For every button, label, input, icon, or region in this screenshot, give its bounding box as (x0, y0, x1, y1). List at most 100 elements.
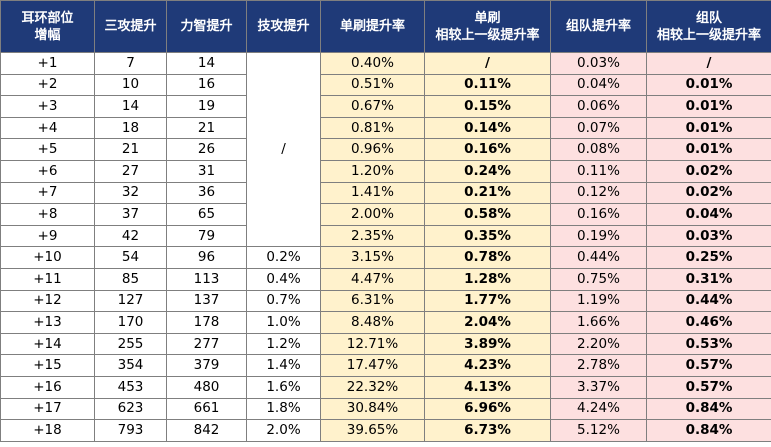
solo-rate-cell: 1.41% (320, 181, 425, 205)
team-increase-cell: 0.02% (646, 181, 771, 205)
level-cell: +17 (0, 397, 95, 421)
str-int-cell: 36 (166, 181, 247, 205)
str-int-cell: 31 (166, 159, 247, 183)
solo-increase-cell: 6.96% (424, 397, 551, 421)
solo-rate-cell: 0.40% (320, 52, 425, 75)
table-row: +1 7 14/0.40%/0.03% / (0, 51, 771, 248)
str-int-cell: 16 (166, 73, 247, 97)
solo-rate-cell: 12.71% (320, 332, 425, 356)
header-earring-amplify-line: 耳环部位 (21, 10, 74, 26)
solo-rate-cell: 6.31% (320, 289, 425, 313)
table-row: +6 27 31 1.20% 0.24% 0.11% 0.02% (0, 159, 771, 183)
str-int-cell: 661 (166, 397, 247, 421)
solo-increase-cell: 1.77% (424, 289, 551, 313)
header-solo-inc-line: 单刷 (474, 10, 501, 26)
team-increase-cell: 0.53% (646, 332, 771, 356)
solo-increase-cell: 0.14% (424, 116, 551, 140)
header-solo-rate-line: 单刷提升率 (339, 19, 405, 34)
solo-rate-cell: 4.47% (320, 267, 425, 291)
level-cell: +15 (0, 354, 95, 377)
table-body: +1 7 14/0.40%/0.03% / +2 10 16 0.51% 0.11% 0.04% 0… (0, 51, 771, 442)
solo-rate-cell: 8.48% (320, 311, 425, 334)
solo-rate-cell: 2.00% (320, 203, 425, 226)
str-int-cell: 842 (166, 419, 247, 442)
solo-increase-cell: 2.04% (424, 311, 551, 334)
solo-rate-cell: 39.65% (320, 419, 425, 442)
team-increase-cell: 0.01% (646, 73, 771, 97)
solo-rate-cell: 0.81% (320, 116, 425, 140)
three-atk-cell: 32 (94, 181, 167, 205)
level-cell: +3 (0, 95, 95, 118)
table-row: +10 54 96 0.2% 3.15% 0.78% 0.44% 0.25% (0, 246, 771, 269)
str-int-cell: 14 (166, 52, 247, 75)
three-atk-cell: 37 (94, 203, 167, 226)
table-row: +2 10 16 0.51% 0.11% 0.04% 0.01% (0, 73, 771, 97)
str-int-cell: 21 (166, 116, 247, 140)
team-increase-cell: 0.84% (646, 419, 771, 442)
level-cell: +2 (0, 73, 95, 97)
level-cell: +7 (0, 181, 95, 205)
three-atk-cell: 14 (94, 95, 167, 118)
solo-increase-cell: 0.78% (424, 246, 551, 269)
table-row: +7 32 36 1.41% 0.21% 0.12% 0.02% (0, 181, 771, 205)
solo-rate-cell: 3.15% (320, 246, 425, 269)
skill-atk-cell: 1.6% (246, 375, 321, 399)
team-increase-cell: 0.57% (646, 354, 771, 377)
three-atk-cell: 54 (94, 246, 167, 269)
solo-increase-cell: 0.11% (424, 73, 551, 97)
solo-increase-cell: 4.23% (424, 354, 551, 377)
three-atk-cell: 127 (94, 289, 167, 313)
solo-increase-cell: 0.21% (424, 181, 551, 205)
table-row: +15 354 379 1.4% 17.47% 4.23% 2.78% 0.57% (0, 354, 771, 377)
header-earring-amplify: 耳环部位 增幅 (0, 0, 95, 53)
solo-increase-cell: 3.89% (424, 332, 551, 356)
team-increase-cell: 0.04% (646, 203, 771, 226)
str-int-cell: 379 (166, 354, 247, 377)
team-rate-cell: 2.20% (550, 332, 647, 356)
header-str-int: 力智提升 (166, 0, 247, 53)
header-row: 耳环部位 增幅 三攻提升 力智提升 技攻提升 单刷提升率 单刷 相较上一级提升率 组队提升率 组队… (0, 0, 771, 53)
solo-increase-cell: 1.28% (424, 267, 551, 291)
team-rate-cell: 3.37% (550, 375, 647, 399)
str-int-cell: 113 (166, 267, 247, 291)
team-increase-cell: / (646, 52, 771, 75)
team-increase-cell: 0.02% (646, 159, 771, 183)
team-rate-cell: 0.03% (550, 52, 647, 75)
table-row: +5 21 26 0.96% 0.16% 0.08% 0.01% (0, 138, 771, 161)
header-team-inc-line: 组队 (695, 10, 722, 26)
level-cell: +16 (0, 375, 95, 399)
table-row: +8 37 65 2.00% 0.58% 0.16% 0.04% (0, 203, 771, 226)
three-atk-cell: 623 (94, 397, 167, 421)
table-row: +13 170 178 1.0% 8.48% 2.04% 1.66% 0.46% (0, 311, 771, 334)
level-cell: +18 (0, 419, 95, 442)
solo-rate-cell: 0.67% (320, 95, 425, 118)
table-row: +11 85 113 0.4% 4.47% 1.28% 0.75% 0.31% (0, 267, 771, 291)
team-increase-cell: 0.01% (646, 138, 771, 161)
solo-rate-cell: 30.84% (320, 397, 425, 421)
level-cell: +6 (0, 159, 95, 183)
team-increase-cell: 0.31% (646, 267, 771, 291)
team-increase-cell: 0.84% (646, 397, 771, 421)
three-atk-cell: 170 (94, 311, 167, 334)
header-earring-amplify-line: 增幅 (34, 27, 61, 43)
team-increase-cell: 0.03% (646, 224, 771, 248)
level-cell: +11 (0, 267, 95, 291)
solo-increase-cell: 4.13% (424, 375, 551, 399)
level-cell: +1 (0, 52, 95, 75)
header-three-atk: 三攻提升 (94, 0, 167, 53)
team-rate-cell: 0.44% (550, 246, 647, 269)
three-atk-cell: 42 (94, 224, 167, 248)
table-row: +9 42 79 2.35% 0.35% 0.19% 0.03% (0, 224, 771, 248)
header-team-inc: 组队 相较上一级提升率 (646, 0, 771, 53)
str-int-cell: 277 (166, 332, 247, 356)
skill-atk-cell: 0.7% (246, 289, 321, 313)
solo-rate-cell: 1.20% (320, 159, 425, 183)
three-atk-cell: 27 (94, 159, 167, 183)
solo-increase-cell: 0.16% (424, 138, 551, 161)
team-rate-cell: 0.12% (550, 181, 647, 205)
skill-atk-cell: 1.8% (246, 397, 321, 421)
solo-increase-cell: 0.24% (424, 159, 551, 183)
three-atk-cell: 793 (94, 419, 167, 442)
table-row: +4 18 21 0.81% 0.14% 0.07% 0.01% (0, 116, 771, 140)
solo-rate-cell: 2.35% (320, 224, 425, 248)
